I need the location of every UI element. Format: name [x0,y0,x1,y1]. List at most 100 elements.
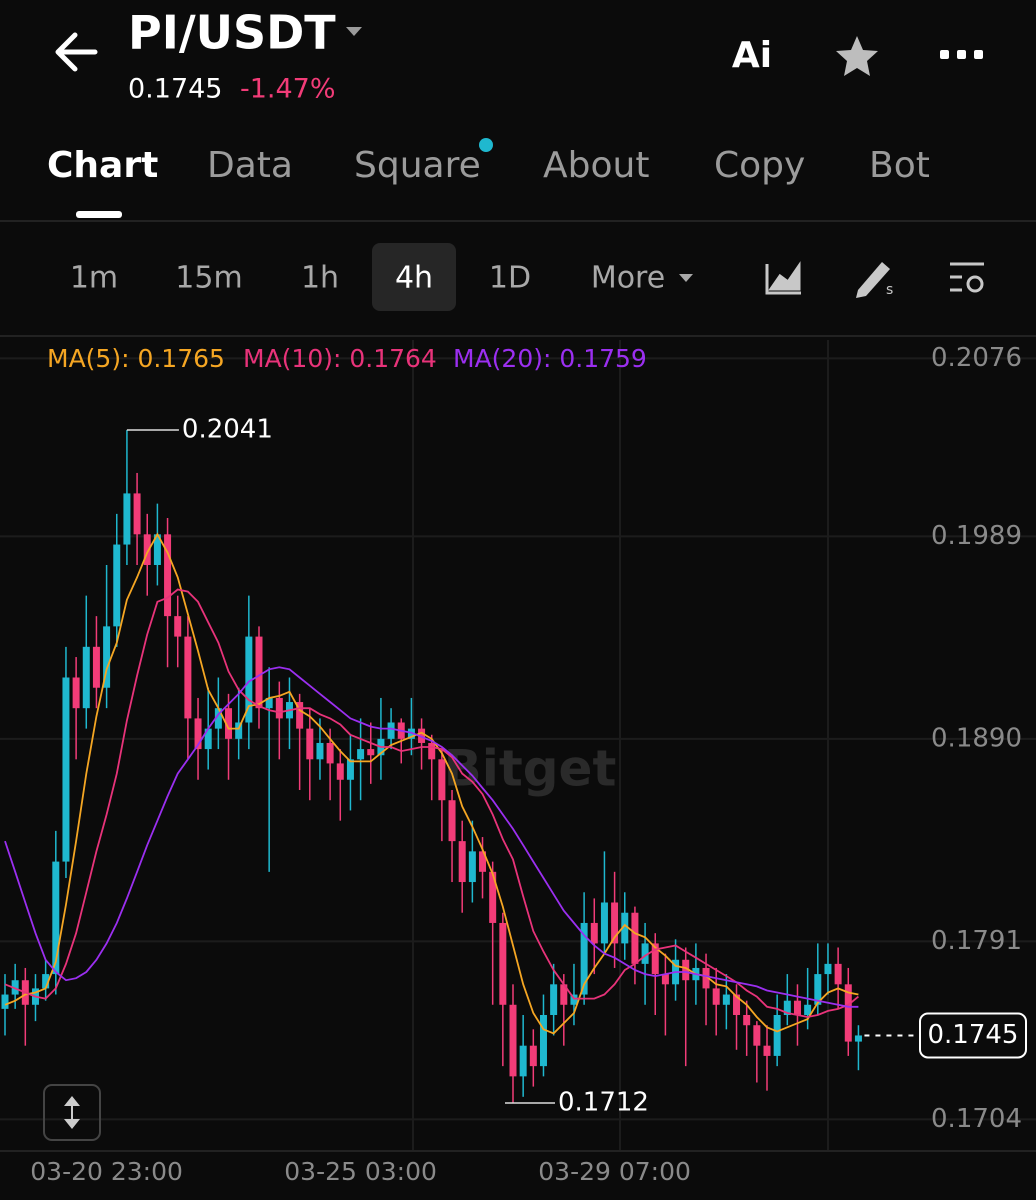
candle-body [824,963,832,975]
settings-button[interactable] [950,262,984,293]
interval[interactable]: 15m [175,261,242,296]
x-tick-label: 03-29 07:00 [538,1157,691,1186]
favorite-button[interactable] [836,36,878,76]
candle-body [570,994,578,1005]
candle-body [753,1025,761,1046]
candle-body [336,763,344,780]
candle-body [82,646,90,709]
legend-entry: MA(20): 0.1759 [453,344,647,373]
last-price-label: 0.1745 [928,1020,1019,1050]
candle-body [92,646,100,688]
tab[interactable]: About [543,145,649,186]
min-label: 0.1712 [558,1087,649,1117]
x-tick-label: 03-25 03:00 [284,1157,437,1186]
candle-body [600,902,608,944]
candle-body [225,708,233,739]
tab[interactable]: Data [207,145,293,186]
candle-body [489,871,497,923]
pair-dropdown[interactable] [346,27,362,36]
candle-body [631,912,639,964]
tab[interactable]: Copy [714,145,805,186]
candle-body [184,636,192,719]
candle-body [428,742,436,760]
candle-body [103,626,111,688]
candle-body [661,974,669,985]
ai-button[interactable]: Ai [732,35,772,76]
candle-body [529,1045,537,1067]
more-dropdown[interactable] [679,274,693,282]
candle-body [611,902,619,944]
candle-body [42,974,50,989]
candle-body [844,984,852,1042]
candle-body [418,728,426,743]
vertical-grid [412,340,829,1150]
candle-body [804,1004,812,1015]
candle-body [722,994,730,1005]
tab[interactable]: Square [354,145,481,186]
pair-title[interactable]: PI/USDT [128,6,336,60]
ma-line [4,588,859,1018]
candle-body [306,728,314,760]
notification-dot [479,138,493,152]
candle-body [438,759,446,801]
scale-toggle[interactable] [43,1084,101,1141]
y-tick-label: 0.1791 [931,926,1022,956]
candle-body [519,1045,527,1077]
candle-body [255,636,263,709]
more-menu[interactable] [940,50,983,59]
candle-body [153,534,161,565]
y-tick-label: 0.1890 [931,723,1022,753]
candle-body [468,851,476,883]
candle-body [123,493,131,545]
back-button[interactable] [55,32,98,72]
candle-body [174,616,182,637]
candle-body [448,800,456,842]
candle-body [509,1004,517,1077]
candle-body [296,702,304,729]
chart: 0.2076 0.1989 0.1890 0.1791 0.1704 03-20 23:0… [0,343,1036,1186]
candle-body [641,943,649,964]
interval[interactable]: More [591,261,665,296]
tab-indicator [76,211,122,218]
candle-body [387,722,395,739]
candle-body [265,697,273,709]
tab[interactable]: Chart [47,145,158,186]
draw-button[interactable]: s [856,262,893,298]
price-change: -1.47% [240,74,336,105]
candle-body [783,1000,791,1015]
last-price: 0.1745 [128,74,222,105]
candle-body [194,718,202,750]
interval[interactable]: 1D [489,261,531,296]
candle-body [560,984,568,1005]
candle-body [773,1015,781,1056]
candle-body [407,728,415,739]
candle-body [275,697,283,719]
candle-body [357,749,365,760]
candle-body [72,677,80,709]
candle-body [204,728,212,750]
candle-body [113,544,121,627]
candle-body [854,1035,862,1042]
candle-body [793,1000,801,1015]
candle-body [367,749,375,756]
candle-body [316,742,324,760]
legend-entry: MA(10): 0.1764 [243,344,437,373]
candle-body [143,534,151,565]
candle-body [11,980,19,995]
interval[interactable]: 4h [395,261,433,296]
legend-entry: MA(5): 0.1765 [47,344,225,373]
ma-line [4,532,859,1035]
candle-body [834,963,842,985]
max-label: 0.2041 [182,415,273,445]
candle-body [580,922,588,995]
interval[interactable]: 1m [70,261,118,296]
tab[interactable]: Bot [869,145,930,186]
indicator-button[interactable] [765,261,801,295]
candle-body [235,722,243,739]
candle-body [52,861,60,975]
candle-body [621,912,629,944]
svg-text:s: s [886,282,893,298]
interval[interactable]: 1h [301,261,339,296]
